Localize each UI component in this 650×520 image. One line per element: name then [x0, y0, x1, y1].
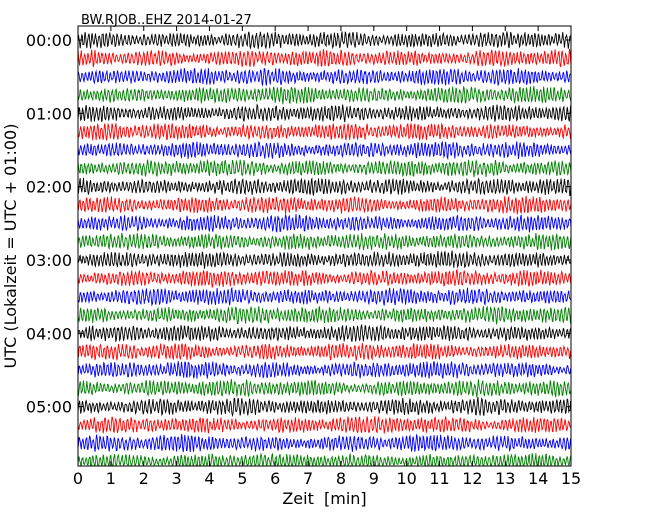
- trace-row-0: [77, 31, 572, 50]
- x-tick-label-7: 7: [303, 469, 313, 488]
- x-tick-label-3: 3: [172, 469, 182, 488]
- x-tick-label-10: 10: [396, 469, 416, 488]
- trace-row-18: [77, 361, 572, 379]
- trace-row-5: [77, 122, 572, 141]
- x-tick-label-13: 13: [495, 469, 515, 488]
- plot-frame: [77, 25, 572, 467]
- trace-row-1: [77, 48, 572, 68]
- trace-row-20: [77, 397, 571, 418]
- trace-row-7: [77, 158, 572, 178]
- y-tick-label-0: 00:00: [26, 31, 72, 50]
- trace-row-19: [77, 379, 572, 398]
- trace-row-21: [77, 415, 571, 434]
- trace-row-3: [77, 85, 572, 105]
- trace-row-22: [77, 433, 572, 453]
- trace-row-15: [77, 305, 572, 325]
- trace-row-9: [77, 195, 572, 215]
- x-tick-label-8: 8: [336, 469, 346, 488]
- x-tick-label-2: 2: [139, 469, 149, 488]
- y-tick-label-4: 04:00: [26, 324, 72, 343]
- trace-row-14: [77, 286, 572, 307]
- y-tick-label-3: 03:00: [26, 251, 72, 270]
- x-tick-label-11: 11: [429, 469, 449, 488]
- x-tick-label-5: 5: [237, 469, 247, 488]
- trace-row-10: [77, 214, 572, 233]
- trace-row-4: [77, 103, 572, 123]
- y-tick-label-5: 05:00: [26, 398, 72, 417]
- trace-row-8: [77, 177, 572, 197]
- x-tick-label-4: 4: [204, 469, 214, 488]
- trace-row-17: [77, 342, 572, 361]
- x-tick-label-12: 12: [462, 469, 482, 488]
- trace-row-12: [77, 250, 572, 269]
- y-tick-label-2: 02:00: [26, 178, 72, 197]
- y-axis-label: UTC (Lokalzeit = UTC + 01:00): [1, 124, 20, 369]
- x-tick-label-0: 0: [73, 469, 83, 488]
- x-tick-label-6: 6: [270, 469, 280, 488]
- y-tick-label-1: 01:00: [26, 104, 72, 123]
- seismic-traces: [77, 31, 572, 467]
- chart-title: BW.RJOB..EHZ 2014-01-27: [81, 13, 252, 28]
- x-tick-label-9: 9: [369, 469, 379, 488]
- trace-row-23: [77, 452, 572, 467]
- trace-row-2: [77, 67, 572, 87]
- x-tick-label-14: 14: [528, 469, 548, 488]
- trace-row-6: [77, 140, 572, 161]
- trace-row-13: [77, 268, 572, 288]
- x-tick-label-1: 1: [106, 469, 116, 488]
- y-axis: 00:00 01:00 02:00 03:00 04:00 05:00: [26, 31, 571, 417]
- x-axis: 0 1 2 3 4 5 6 7 8 9 10 11 12 13 14 15: [73, 26, 581, 488]
- x-tick-label-15: 15: [561, 469, 581, 488]
- trace-row-11: [77, 232, 572, 251]
- x-axis-label: Zeit [min]: [282, 489, 366, 508]
- trace-row-16: [77, 323, 572, 343]
